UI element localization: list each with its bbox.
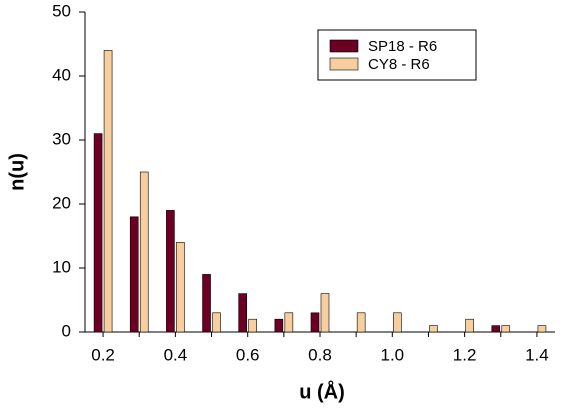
x-tick-label: 1.2 xyxy=(453,345,477,364)
legend-swatch xyxy=(329,57,359,71)
legend-swatch xyxy=(329,39,359,53)
bar xyxy=(465,318,474,333)
y-tick-label: 50 xyxy=(52,1,71,20)
bar xyxy=(284,312,294,333)
bar xyxy=(129,216,139,333)
legend-box xyxy=(317,29,477,81)
y-tick-label: 30 xyxy=(52,129,71,148)
bar xyxy=(320,293,330,333)
bar xyxy=(93,133,103,333)
legend-label: CY8 - R6 xyxy=(368,56,430,73)
x-tick-label: 0.8 xyxy=(308,345,332,364)
bar xyxy=(310,312,320,333)
y-axis-title: n(u) xyxy=(6,153,28,191)
bar xyxy=(356,312,366,333)
bar xyxy=(212,312,221,333)
bar xyxy=(274,318,284,333)
bar xyxy=(501,325,511,333)
bar xyxy=(429,325,438,333)
y-tick-label: 20 xyxy=(52,193,71,212)
bar xyxy=(139,171,149,333)
legend-label: SP18 - R6 xyxy=(368,38,437,55)
bar xyxy=(248,318,257,333)
bar xyxy=(393,312,402,333)
bar xyxy=(238,293,247,333)
x-tick-label: 0.2 xyxy=(91,345,115,364)
x-tick-label: 1.0 xyxy=(380,345,404,364)
bar xyxy=(103,50,113,333)
y-tick-label: 40 xyxy=(52,65,71,84)
x-tick-label: 0.6 xyxy=(236,345,260,364)
x-axis-title: u (Å) xyxy=(299,379,345,403)
x-tick-label: 1.4 xyxy=(525,345,549,364)
x-tick-label: 0.4 xyxy=(164,345,188,364)
bar xyxy=(537,325,547,333)
y-tick-label: 0 xyxy=(62,321,71,340)
bar xyxy=(166,210,175,333)
bar xyxy=(176,242,185,333)
bar xyxy=(202,274,211,333)
y-tick-label: 10 xyxy=(52,257,71,276)
bar xyxy=(491,325,501,333)
